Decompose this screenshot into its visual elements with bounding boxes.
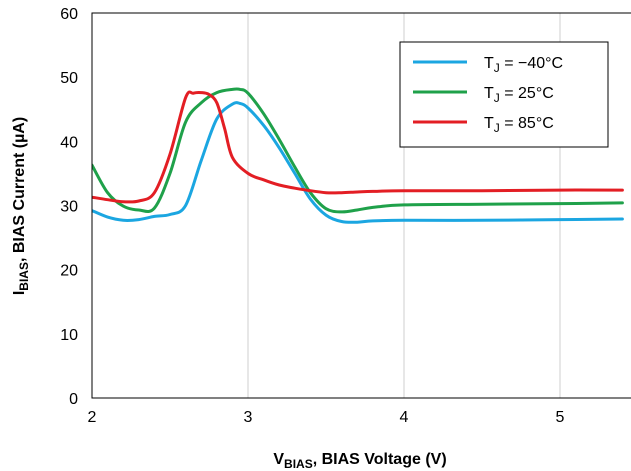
x-tick-label: 5 <box>556 409 565 426</box>
x-tick-label: 4 <box>400 409 409 426</box>
legend-label-0: TJ = −40°C <box>484 55 563 75</box>
y-tick-label: 30 <box>60 199 78 216</box>
y-tick-label: 20 <box>60 263 78 280</box>
series-lines <box>92 87 624 224</box>
legend-label-2: TJ = 85°C <box>484 115 554 135</box>
series-line-0 <box>92 101 624 224</box>
y-tick-label: 40 <box>60 134 78 151</box>
x-tick-label: 3 <box>244 409 253 426</box>
y-tick-label: 60 <box>60 6 78 23</box>
y-axis-title: IBIAS, BIAS Current (µA) <box>11 117 31 295</box>
y-tick-label: 0 <box>69 391 78 408</box>
legend-label-1: TJ = 25°C <box>484 85 554 105</box>
series-line-2 <box>92 90 624 204</box>
series-line-1 <box>92 87 624 214</box>
x-tick-label: 2 <box>88 409 97 426</box>
legend: TJ = −40°C TJ = 25°C TJ = 85°C <box>399 41 609 148</box>
plot-frame <box>91 12 631 399</box>
y-tick-label: 50 <box>60 70 78 87</box>
y-tick-label: 10 <box>60 327 78 344</box>
legend-box <box>399 41 609 148</box>
x-axis-title: VBIAS, BIAS Voltage (V) <box>273 451 446 471</box>
